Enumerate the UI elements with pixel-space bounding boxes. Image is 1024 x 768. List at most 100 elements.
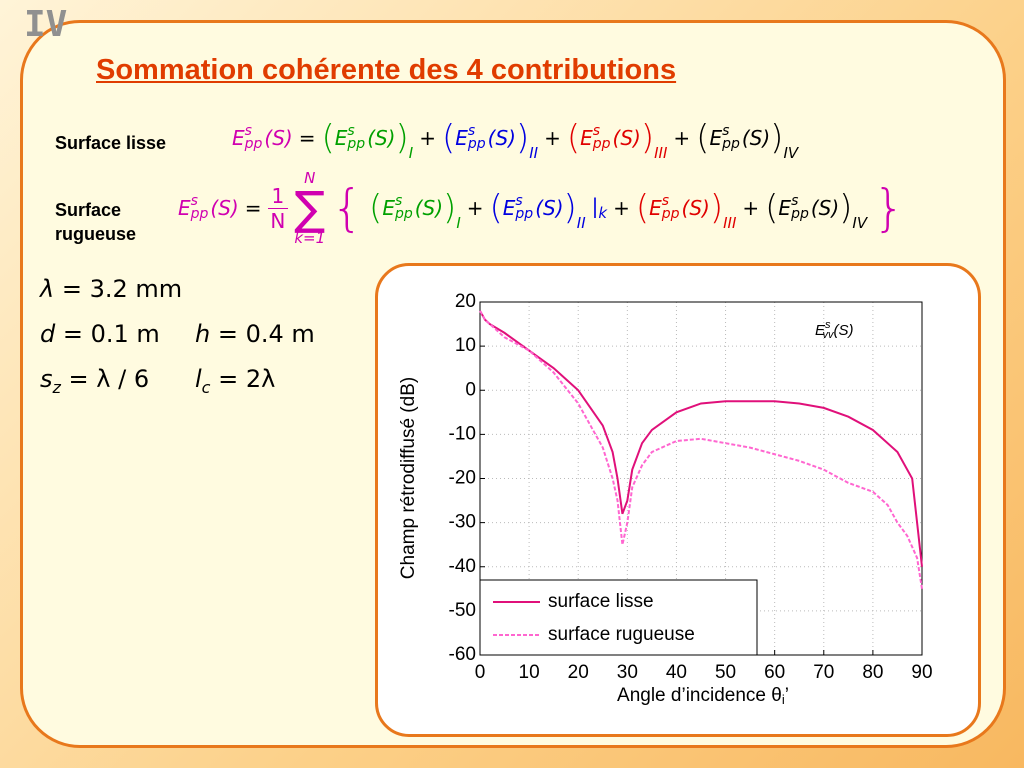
operator: |k — [592, 194, 607, 222]
annotation-part: s — [825, 319, 831, 331]
sum-top: N — [304, 169, 316, 187]
parameter-value: = λ / 6 — [60, 365, 150, 393]
superscript: s — [592, 123, 601, 139]
operator-text: { — [331, 179, 364, 237]
parameter: lc = 2λ — [195, 365, 275, 397]
paren: ) — [770, 118, 784, 158]
symbol: E — [709, 126, 723, 150]
subscript: pp — [244, 136, 263, 152]
y-tick-label: -10 — [449, 423, 476, 444]
sum-bottom: k=1 — [294, 229, 326, 247]
paren: ( — [441, 118, 456, 158]
subscript: pp — [515, 206, 534, 222]
index: III — [654, 144, 668, 162]
subscript: pp — [791, 206, 809, 222]
symbol: E — [649, 196, 662, 220]
symbol: E — [502, 196, 516, 220]
operator: + — [419, 126, 436, 150]
scripts: s pp — [467, 123, 486, 151]
annotation-part: (S) — [834, 322, 854, 339]
index: I — [408, 144, 414, 162]
y-tick-label: -60 — [449, 644, 476, 665]
y-tick-label: -20 — [449, 468, 476, 489]
x-tick-label: 80 — [862, 662, 883, 683]
x-axis-label-part: ’ — [785, 685, 789, 706]
operator: = — [245, 196, 262, 220]
parameter-sub: c — [201, 377, 211, 397]
subscript: pp — [394, 206, 413, 222]
paren: ) — [839, 188, 853, 228]
paren: ) — [563, 188, 577, 228]
operator-text: = — [298, 126, 316, 150]
operator-text: | — [591, 194, 599, 218]
parameter: λ = 3.2 mm — [40, 275, 182, 303]
parameter-symbol: sz — [40, 365, 61, 397]
index: IV — [852, 214, 868, 232]
y-tick-label: -50 — [449, 600, 476, 621]
symbol: E — [778, 196, 792, 220]
parameter-value: = 0.1 m — [55, 320, 160, 348]
operator-sub: k — [598, 204, 608, 222]
scripts: s pp — [191, 194, 209, 221]
parameter-sub: z — [52, 377, 61, 397]
sum: N ∑ k=1 — [294, 170, 325, 246]
index: III — [723, 214, 737, 232]
argument: (S) — [210, 196, 239, 220]
symbol: E — [178, 196, 191, 220]
argument: (S) — [367, 126, 396, 150]
scripts: s pp — [244, 124, 263, 152]
y-tick-label: 10 — [455, 335, 476, 356]
parameter-symbol: h — [195, 320, 211, 348]
parameter-value: = 2λ — [210, 365, 276, 393]
operator: = — [299, 126, 316, 150]
operator: + — [544, 126, 561, 150]
parameter-value: = 0.4 m — [210, 320, 315, 348]
subscript: pp — [661, 206, 680, 222]
y-tick-label: -40 — [449, 556, 476, 577]
subscript: pp — [592, 136, 611, 152]
index: II — [576, 214, 586, 232]
paren: ) — [515, 118, 530, 158]
operator: + — [673, 126, 690, 150]
argument: (S) — [741, 126, 771, 150]
operator: + — [742, 196, 759, 220]
parameter-value: = 3.2 mm — [54, 275, 183, 303]
scripts: s pp — [347, 124, 366, 152]
x-tick-label: 0 — [475, 662, 486, 683]
parameter-line: d = 0.1 m h = 0.4 m — [40, 320, 315, 348]
paren: ) — [640, 118, 655, 158]
series-line — [479, 310, 923, 567]
paren: ( — [321, 118, 335, 158]
argument: (S) — [810, 196, 840, 220]
subscript: pp — [347, 136, 366, 152]
equation-label: Surface lisse — [55, 133, 167, 153]
parameter-line: λ = 3.2 mm — [40, 275, 182, 303]
scripts: s pp — [661, 194, 680, 222]
superscript: s — [394, 193, 403, 209]
superscript: s — [515, 193, 523, 209]
paren: ( — [369, 188, 383, 228]
sum-symbol: ∑ — [294, 181, 326, 235]
x-tick-label: 90 — [911, 662, 932, 683]
parameter-symbol: lc — [195, 365, 211, 397]
parameter-symbol: d — [40, 320, 56, 348]
superscript: s — [722, 123, 730, 139]
parameter-line: sz = λ / 6 lc = 2λ — [40, 365, 275, 397]
operator-text: + — [742, 196, 760, 220]
paren: ( — [489, 188, 503, 228]
scripts: s pp — [515, 193, 534, 222]
operator-text: = — [244, 196, 262, 220]
annotation: Es vv(S) — [815, 319, 854, 341]
operator-text: + — [419, 126, 436, 150]
operator-text: + — [613, 196, 630, 220]
equation-label: Surface rugueuse — [55, 200, 137, 244]
superscript: s — [467, 123, 476, 139]
x-tick-label: 30 — [617, 662, 638, 683]
